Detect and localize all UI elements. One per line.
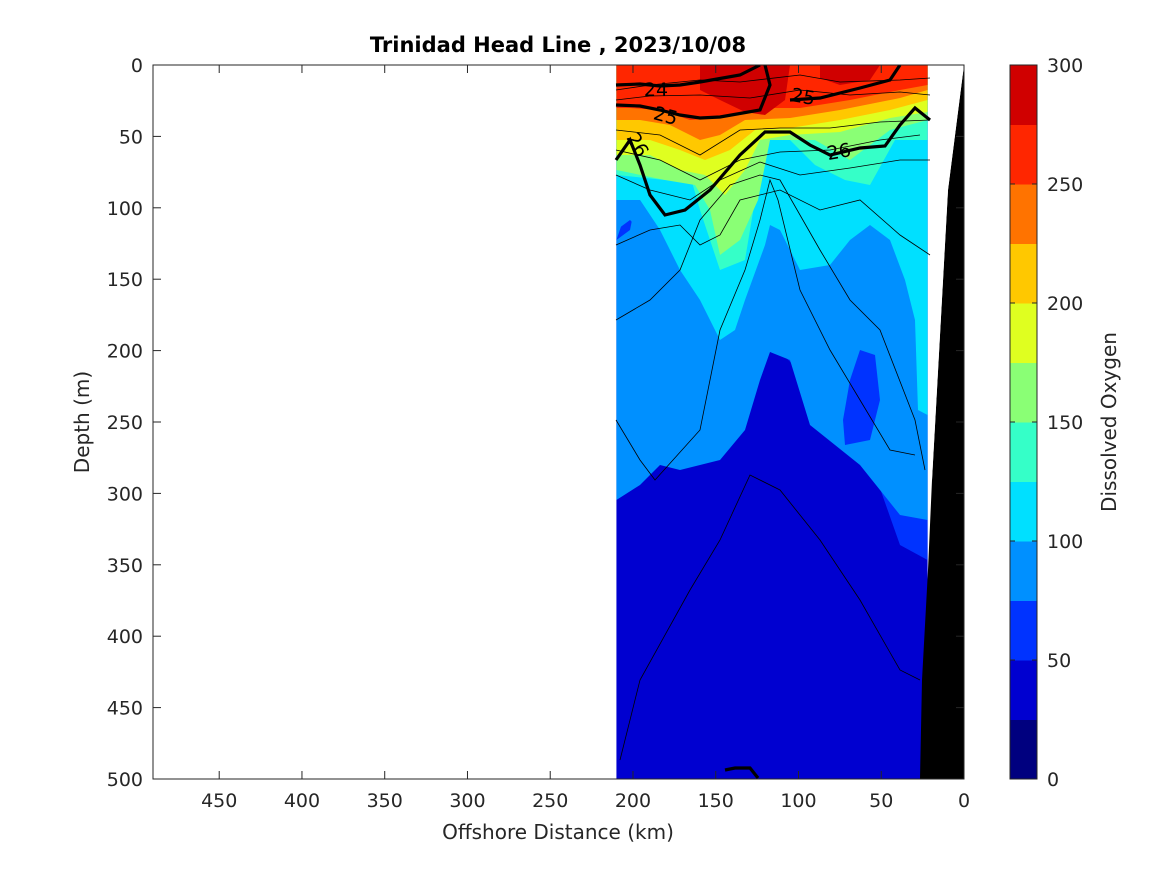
oxygen-field [616,65,928,779]
bathymetry [920,65,964,779]
colorbar-segment-6 [1010,362,1037,423]
density-contour-thin-4 [615,89,931,101]
x-tick-label-0: 450 [201,790,237,812]
density-contour-thin-2 [619,474,921,761]
colorbar-tick-label-2: 100 [1047,531,1083,553]
contour-label-2: 25 [789,84,817,110]
y-tick-label-9: 450 [107,698,143,720]
colorbar: 0 50 100 150 200 250 300 [1009,55,1083,791]
oxygen-region-4 [843,350,880,445]
chart-title: Trinidad Head Line , 2023/10/08 [370,33,746,57]
y-tick-label-7: 350 [107,555,143,577]
density-contour-thick-3 [614,105,931,217]
colorbar-segment-2 [1010,600,1037,661]
x-axis-label: Offshore Distance (km) [442,820,674,844]
colorbar-segment-3 [1010,541,1037,601]
x-tick-label-6: 150 [698,790,734,812]
colorbar-tick-label-3: 150 [1047,412,1083,434]
colorbar-segment-1 [1010,660,1037,720]
colorbar-tick-label-6: 300 [1047,55,1083,77]
y-tick-label-6: 300 [107,483,143,505]
density-contour-thin-6 [615,134,921,181]
colorbar-tick-label-1: 50 [1047,650,1071,672]
colorbar-segment-9 [1010,184,1037,244]
density-contour-thick-1 [615,65,772,120]
y-axis-label: Depth (m) [70,371,94,473]
colorbar-tick-label-0: 0 [1047,769,1059,791]
colorbar-segment-0 [1010,719,1037,780]
density-contour-thin-7 [615,159,930,201]
density-contour-thick-4 [724,766,760,779]
density-contour-thin-0 [615,174,926,471]
x-tick-label-3: 300 [449,790,485,812]
density-contours [614,65,931,779]
colorbar-tick-label-4: 200 [1047,293,1083,315]
density-contour-thick-0 [615,65,761,88]
colorbar-segment-4 [1010,481,1037,542]
colorbar-segment-8 [1010,243,1037,304]
contour-label-4: 26 [825,139,853,165]
y-tick-label-8: 400 [107,626,143,648]
x-tick-label-9: 0 [958,790,970,812]
nearshore-gap [931,65,964,480]
y-tick-label-5: 250 [107,412,143,434]
contour-label-0: 24 [644,79,668,101]
y-tick-label-1: 50 [119,126,143,148]
axes: 450 400 350 300 250 200 150 100 50 00501001502002… [107,55,970,812]
oxygen-region-14 [820,65,880,85]
colorbar-label: Dissolved Oxygen [1097,332,1121,512]
x-tick-label-7: 100 [780,790,816,812]
colorbar-segment-10 [1010,124,1037,185]
x-tick-label-2: 350 [367,790,403,812]
y-tick-label-10: 500 [107,769,143,791]
colorbar-segment-5 [1010,422,1037,482]
density-contour-thin-8 [615,189,931,256]
colorbar-segment-7 [1010,303,1037,363]
density-contour-thick-2 [789,65,902,102]
colorbar-segment-11 [1010,65,1037,125]
y-tick-label-0: 0 [131,55,143,77]
density-contour-thin-1 [615,178,916,481]
x-tick-label-5: 200 [615,790,651,812]
y-tick-label-2: 100 [107,198,143,220]
y-tick-label-3: 150 [107,269,143,291]
density-contour-thin-5 [615,119,931,156]
x-tick-label-1: 400 [284,790,320,812]
y-tick-label-4: 200 [107,341,143,363]
x-tick-label-4: 250 [532,790,568,812]
x-tick-label-8: 50 [869,790,893,812]
colorbar-tick-label-5: 250 [1047,174,1083,196]
